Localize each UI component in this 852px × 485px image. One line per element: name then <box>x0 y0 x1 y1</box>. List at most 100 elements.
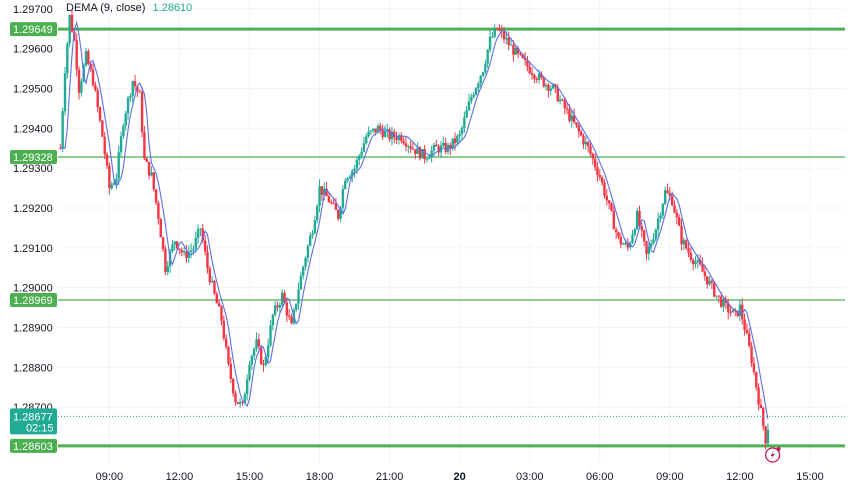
candle-body <box>192 248 195 251</box>
y-tick-label: 1.28900 <box>13 323 53 335</box>
candle-body <box>516 47 520 54</box>
candle-body <box>73 31 76 40</box>
candle-body <box>213 280 216 294</box>
candle-body <box>262 364 265 366</box>
candle-body <box>187 251 190 259</box>
candle-body <box>372 128 375 131</box>
candle-body <box>227 346 230 364</box>
candle-body <box>661 203 665 216</box>
candle-body <box>762 407 765 427</box>
candle-body <box>66 43 69 74</box>
candle-body <box>603 182 606 196</box>
candle-body <box>147 161 151 176</box>
candle-body <box>299 275 303 290</box>
level-tag-label: 1.28969 <box>13 295 53 307</box>
candle-body <box>243 394 247 403</box>
candle-body <box>481 72 485 76</box>
candle-body <box>297 289 300 304</box>
candle-body <box>334 202 338 210</box>
x-tick-label: 09:00 <box>656 471 684 483</box>
candle-body <box>189 250 193 252</box>
candle-body <box>203 240 207 252</box>
candle-body <box>269 325 272 346</box>
candle-body <box>276 305 279 308</box>
candle-body <box>491 36 494 38</box>
candle-body <box>388 129 391 140</box>
candle-body <box>418 147 422 159</box>
candle-body <box>96 90 99 108</box>
candle-body <box>381 129 384 137</box>
candle-body <box>157 202 160 219</box>
y-tick-label: 1.29400 <box>13 123 53 135</box>
candle-body <box>126 97 130 114</box>
candle-body <box>474 88 478 95</box>
candle-body <box>173 241 176 245</box>
candle-body <box>302 266 305 276</box>
candle-body <box>692 259 695 265</box>
candle-body <box>614 229 618 233</box>
candle-body <box>341 189 345 208</box>
candle-body <box>80 81 83 93</box>
candle-body <box>449 144 452 149</box>
candle-body <box>642 230 646 242</box>
y-axis: 1.29700 1.29600 1.29500 1.29400 1.29300 1.292… <box>13 4 53 414</box>
candle-body <box>521 54 524 59</box>
candle-body <box>465 110 468 118</box>
candle-body <box>577 125 580 132</box>
candle-body <box>437 146 440 153</box>
candle-body <box>238 401 242 404</box>
candle-body <box>346 178 349 181</box>
candle-body <box>563 99 566 109</box>
candle-body <box>589 146 592 154</box>
level-price-tags: 1.29649 1.29328 1.28969 1.28603 <box>10 22 57 453</box>
candle-body <box>430 150 433 158</box>
candle-body <box>727 303 730 313</box>
candle-body <box>161 237 165 250</box>
candle-body <box>502 31 506 40</box>
candle-body <box>537 73 541 80</box>
candle-body <box>479 75 482 84</box>
candle-body <box>185 251 188 259</box>
candle-body <box>367 131 370 137</box>
candle-body <box>201 228 204 241</box>
candle-body <box>215 293 219 304</box>
candle-body <box>631 234 634 243</box>
candle-body <box>306 245 310 258</box>
candle-body <box>668 193 672 196</box>
candle-body <box>220 306 223 321</box>
candle-body <box>236 402 240 404</box>
candle-body <box>549 88 552 91</box>
x-tick-label: 21:00 <box>376 471 404 483</box>
candle-body <box>108 165 111 189</box>
candle-body <box>556 87 559 102</box>
lightning-icon[interactable] <box>764 447 781 463</box>
x-tick-label: 12:00 <box>726 471 754 483</box>
candle-body <box>145 158 148 162</box>
candle-body <box>654 229 658 240</box>
candle-body <box>365 136 368 144</box>
candle-body <box>68 14 71 44</box>
candle-body <box>766 430 770 444</box>
candle-body <box>320 186 324 195</box>
indicator-legend[interactable]: DEMA (9, close) 1.28610 <box>66 2 192 14</box>
candle-body <box>456 135 459 144</box>
candle-body <box>196 229 200 238</box>
candle-body <box>362 143 366 152</box>
bolt-glyph <box>770 451 775 459</box>
candle-body <box>332 202 335 204</box>
candle-body <box>150 172 153 176</box>
candle-body <box>547 84 550 91</box>
level-tag-label: 1.29649 <box>13 24 53 36</box>
candle-body <box>112 183 116 185</box>
horizontal-levels[interactable] <box>58 27 845 448</box>
candle-body <box>759 404 763 408</box>
candle-body <box>180 250 183 253</box>
candle-body <box>159 218 162 238</box>
candle-body <box>311 233 314 236</box>
candle-body <box>523 58 527 60</box>
candle-body <box>540 73 543 78</box>
candle-body <box>369 130 373 132</box>
candle-body <box>178 248 181 251</box>
